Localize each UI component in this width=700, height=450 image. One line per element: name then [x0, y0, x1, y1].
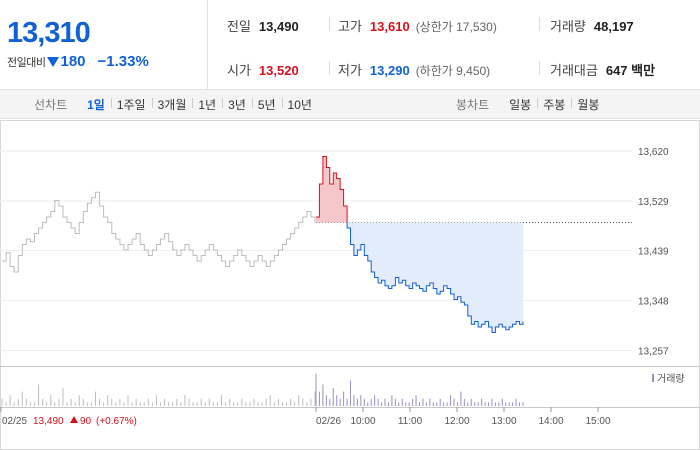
prev-day-change-value: 90 — [80, 416, 92, 427]
y-tick-label: 13,620 — [638, 147, 669, 158]
change-value: 180 — [60, 53, 86, 70]
today-down-area — [316, 222, 523, 333]
stat-open: 시가 13,520 — [227, 60, 299, 79]
chart-tab-bar: 선차트 1일 1주일 3개월 1년 3년 5년 10년 봉차트 일봉 주봉 월봉 — [0, 90, 700, 119]
stat-value: 13,290 — [369, 63, 410, 78]
tab-1w[interactable]: 1주일 — [110, 96, 152, 113]
stat-low: 저가 13,290 (하한가 9,450) — [338, 60, 490, 79]
stat-trade-amount: 거래대금 647 백만 — [550, 60, 655, 79]
x-tick-label: 13:00 — [491, 416, 516, 427]
stat-volume: 거래량 48,197 — [550, 16, 634, 35]
stat-value: 13,490 — [258, 19, 299, 34]
tab-5y[interactable]: 5년 — [251, 96, 282, 113]
tab-1y[interactable]: 1년 — [192, 96, 222, 113]
y-tick-label: 13,348 — [638, 297, 669, 308]
x-tick-label: 15:00 — [585, 416, 610, 427]
x-tick-label: 14:00 — [538, 416, 563, 427]
stat-label: 고가 — [338, 19, 362, 34]
today-date-label: 02/26 — [316, 416, 341, 427]
prev-day-change-rate: (+0.67%) — [96, 416, 137, 427]
y-tick-label: 13,439 — [638, 247, 669, 258]
divider — [329, 17, 330, 31]
candle-chart-caption: 봉차트 — [456, 98, 490, 112]
prev-day-close-label: 13,490 — [33, 416, 64, 427]
stat-high: 고가 13,610 (상한가 17,530) — [338, 16, 497, 35]
stat-sub: (하한가 9,450) — [415, 64, 491, 78]
tab-10y[interactable]: 10년 — [281, 96, 318, 113]
x-tick-label: 12:00 — [444, 416, 469, 427]
tab-3y[interactable]: 3년 — [222, 96, 252, 113]
divider — [539, 17, 540, 31]
stat-label: 거래량 — [550, 19, 586, 34]
tab-weekly[interactable]: 주봉 — [537, 96, 571, 113]
prev-day-price-line — [2, 191, 316, 273]
quote-summary: 13,310 전일대비 180 −1.33% 전일 13,490 고가 13,6… — [0, 0, 700, 90]
volume-legend-swatch — [652, 374, 654, 382]
divider — [539, 61, 540, 75]
current-price: 13,310 — [7, 17, 91, 49]
candle-chart-tabs: 봉차트 일봉 주봉 월봉 — [456, 90, 605, 119]
stat-label: 시가 — [227, 63, 251, 78]
tab-monthly[interactable]: 월봉 — [571, 96, 605, 113]
y-tick-label: 13,529 — [638, 197, 669, 208]
intraday-price-chart[interactable]: 13,257 13,348 13,439 13,529 13,620 거래량 10:00 11… — [0, 120, 700, 450]
prev-day-date-label: 02/25 — [2, 416, 27, 427]
stat-prev-close: 전일 13,490 — [227, 16, 299, 35]
line-chart-caption: 선차트 — [34, 98, 68, 112]
triangle-up-icon — [70, 416, 78, 423]
stat-label: 거래대금 — [550, 63, 598, 78]
price-box: 13,310 전일대비 180 −1.33% — [0, 0, 208, 90]
change-rate: −1.33% — [97, 53, 149, 70]
volume-legend-label: 거래량 — [657, 373, 685, 385]
change-row: 전일대비 180 −1.33% — [7, 53, 149, 70]
triangle-down-icon — [47, 56, 60, 67]
stat-value: 13,520 — [258, 63, 299, 78]
stat-label: 저가 — [338, 63, 362, 78]
quote-stats: 전일 13,490 고가 13,610 (상한가 17,530) 거래량 48,… — [209, 0, 700, 90]
stat-label: 전일 — [227, 19, 251, 34]
tab-daily[interactable]: 일봉 — [509, 98, 532, 112]
today-price-line-down — [346, 222, 524, 333]
line-chart-tabs: 선차트 1일 1주일 3개월 1년 3년 5년 10년 — [34, 90, 318, 119]
tab-3m[interactable]: 3개월 — [151, 96, 193, 113]
tab-1d[interactable]: 1일 — [87, 98, 105, 112]
y-tick-label: 13,257 — [638, 347, 669, 358]
stat-value: 647 백만 — [605, 63, 656, 78]
divider — [329, 61, 330, 75]
x-tick-label: 11:00 — [398, 416, 423, 427]
stat-value: 48,197 — [593, 19, 634, 34]
today-up-area — [316, 156, 523, 223]
stat-value: 13,610 — [369, 19, 410, 34]
stat-sub: (상한가 17,530) — [415, 20, 497, 34]
x-tick-label: 10:00 — [350, 416, 375, 427]
change-label: 전일대비 — [7, 56, 46, 69]
